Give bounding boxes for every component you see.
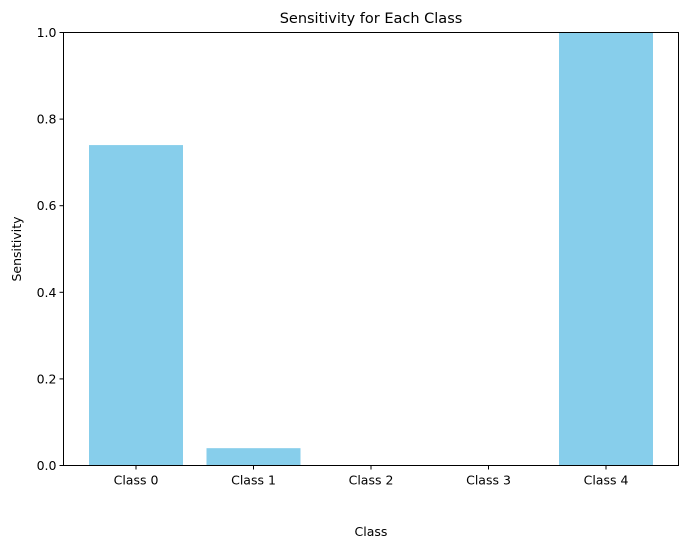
y-tick-label: 1.0 [37,25,57,40]
x-axis-label: Class [355,524,388,539]
y-axis-label: Sensitivity [9,216,24,282]
plot-frame [63,32,679,466]
y-tick-label: 0.4 [37,285,57,300]
x-tick-label: Class 0 [114,473,159,488]
y-tick-label: 0.0 [37,458,57,473]
x-tick-label: Class 1 [231,473,276,488]
bar-class-0 [89,145,183,466]
x-tick-label: Class 2 [349,473,394,488]
y-axis-ticks: 0.0 0.2 0.4 0.6 0.8 1.0 [37,25,64,473]
y-tick-label: 0.8 [37,112,57,127]
y-tick-label: 0.2 [37,371,57,386]
bar-class-4 [559,32,653,466]
chart-title: Sensitivity for Each Class [280,11,463,27]
x-tick-label: Class 4 [584,473,629,488]
y-tick-label: 0.6 [37,198,57,213]
bars-group [89,32,653,466]
bar-class-1 [206,448,301,466]
x-tick-label: Class 3 [466,473,511,488]
x-axis-ticks: Class 0 Class 1 Class 2 Class 3 Class 4 [114,465,629,488]
